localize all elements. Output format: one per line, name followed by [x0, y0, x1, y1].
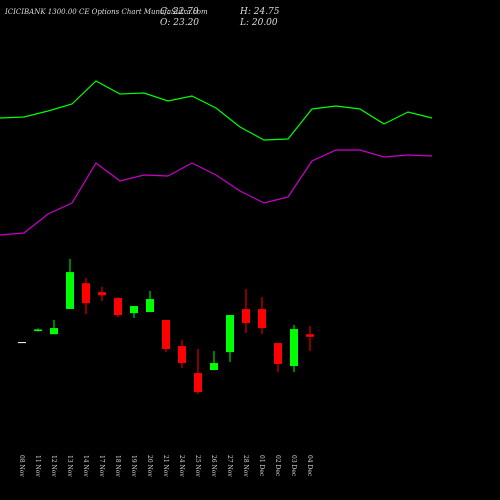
candle-body: [82, 283, 90, 304]
x-tick-label: 18 Nov: [114, 455, 121, 477]
candle-body: [194, 373, 202, 393]
chart-title: ICICIBANK 1300.00 CE Options Chart Munaf…: [4, 8, 208, 16]
x-tick-label: 20 Nov: [146, 455, 153, 477]
candle-body: [34, 329, 42, 332]
candle-body: [66, 272, 74, 309]
candle-body: [242, 309, 250, 324]
x-tick-label: 03 Dec: [290, 455, 297, 477]
x-tick-label: 21 Nov: [162, 455, 169, 477]
indicator-line: [0, 80, 433, 141]
x-tick-label: 14 Nov: [82, 455, 89, 477]
x-tick-label: 08 Nov: [18, 455, 25, 477]
candle-body: [210, 363, 218, 371]
low-label: L: 20.00: [239, 18, 278, 28]
candle-body: [130, 306, 138, 314]
candle-body: [226, 315, 234, 353]
candle-body: [274, 343, 282, 365]
x-tick-label: 13 Nov: [66, 455, 73, 477]
candle-body: [18, 342, 26, 344]
candle-body: [98, 292, 106, 296]
x-tick-label: 25 Nov: [194, 455, 201, 477]
x-tick-label: 19 Nov: [130, 455, 137, 477]
open-label: O: 23.20: [160, 18, 199, 28]
candle-body: [50, 328, 58, 335]
x-tick-label: 01 Dec: [258, 455, 265, 477]
high-label: H: 24.75: [239, 7, 280, 17]
candle-body: [114, 298, 122, 316]
x-tick-label: 27 Nov: [226, 455, 233, 477]
x-tick-label: 04 Dec: [306, 455, 313, 477]
x-tick-label: 28 Nov: [242, 455, 249, 477]
candle-body: [258, 309, 266, 329]
x-tick-label: 11 Nov: [34, 455, 41, 477]
x-tick-label: 17 Nov: [98, 455, 105, 477]
x-tick-label: 02 Dec: [274, 455, 281, 477]
close-label: C: 22.70: [160, 7, 199, 17]
candle-body: [290, 329, 298, 367]
x-tick-label: 26 Nov: [210, 455, 217, 477]
candle-body: [306, 334, 314, 337]
x-tick-label: 12 Nov: [50, 455, 57, 477]
candle-body: [146, 299, 154, 313]
candle-body: [178, 346, 186, 364]
indicator-line: [0, 149, 433, 236]
x-tick-label: 24 Nov: [178, 455, 185, 477]
candle-body: [162, 320, 170, 350]
